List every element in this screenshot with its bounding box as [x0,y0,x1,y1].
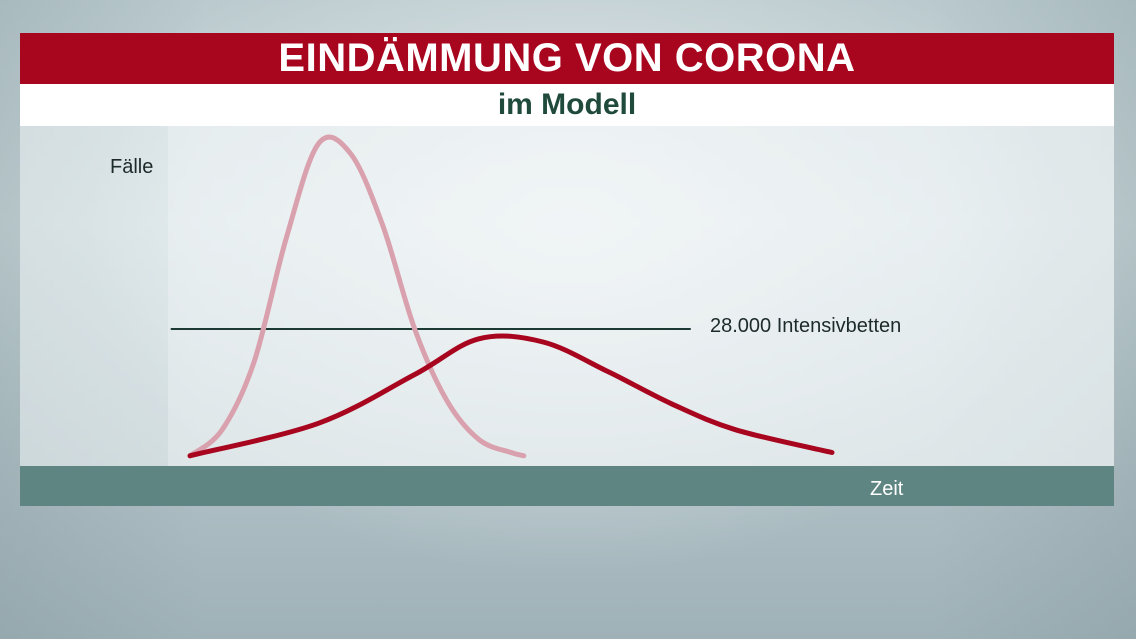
x-axis-bar [20,466,1114,506]
capacity-line-label: 28.000 Intensivbetten [710,315,902,337]
y-axis-label: Fälle [110,156,154,178]
plot-background [20,126,1114,466]
x-axis-label: Zeit [870,478,904,500]
chart-subtitle: im Modell [20,84,1114,126]
series-contained-curve [187,333,835,459]
chart-title: EINDÄMMUNG VON CORONA [20,33,1114,84]
plot-inner-panel [168,126,1114,466]
series-uncontained-curve [187,134,527,459]
